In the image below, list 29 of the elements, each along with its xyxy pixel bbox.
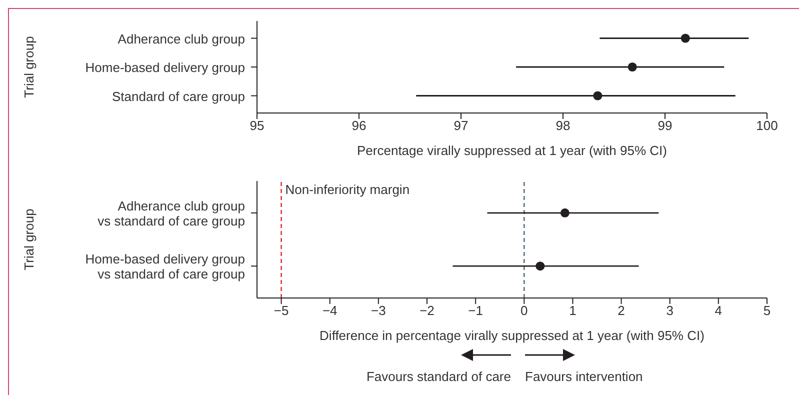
x-tick-label: 97 [454, 118, 468, 134]
y-tick-label: Standard of care group [112, 88, 245, 104]
y-tick-label: Adherance club group [118, 30, 245, 46]
x-tick-label: 1 [569, 303, 576, 318]
x-axis-title: Percentage virally suppressed at 1 year (with 95% CI) [357, 143, 667, 158]
ref-line-label: Non-inferiority margin [285, 182, 410, 198]
x-tick-label: −3 [371, 303, 386, 318]
y-axis-title: Trial group [22, 36, 37, 98]
y-tick-label: Adherance club group vs standard of care group [98, 198, 245, 228]
x-tick-label: −1 [468, 303, 483, 318]
x-tick-label: 98 [556, 118, 570, 134]
x-tick-label: 99 [658, 118, 672, 134]
text: Favours standard of care [366, 369, 511, 384]
x-axis-title: Difference in percentage virally suppressed at 1 year (with 95% CI) [320, 328, 704, 343]
x-tick-label: 5 [763, 303, 771, 318]
x-tick-label: 95 [250, 118, 264, 134]
x-tick-label: 2 [618, 303, 625, 318]
text: Favours intervention [525, 369, 643, 384]
x-tick-label: 0 [520, 303, 528, 318]
x-tick-label: −4 [322, 303, 338, 318]
y-axis-title: Trial group [22, 208, 37, 270]
x-tick-label: 4 [714, 303, 722, 318]
x-tick-label: 3 [666, 303, 674, 318]
x-tick-label: −5 [274, 303, 289, 318]
y-tick-label: Home-based delivery group vs standard of care group [85, 251, 245, 282]
y-tick-label: Home-based delivery group [85, 60, 245, 74]
x-tick-label: 96 [352, 118, 366, 134]
x-tick-label: 100 [756, 118, 778, 134]
x-tick-label: −2 [420, 303, 434, 318]
